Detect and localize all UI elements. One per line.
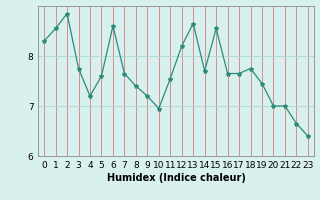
X-axis label: Humidex (Indice chaleur): Humidex (Indice chaleur) (107, 173, 245, 183)
